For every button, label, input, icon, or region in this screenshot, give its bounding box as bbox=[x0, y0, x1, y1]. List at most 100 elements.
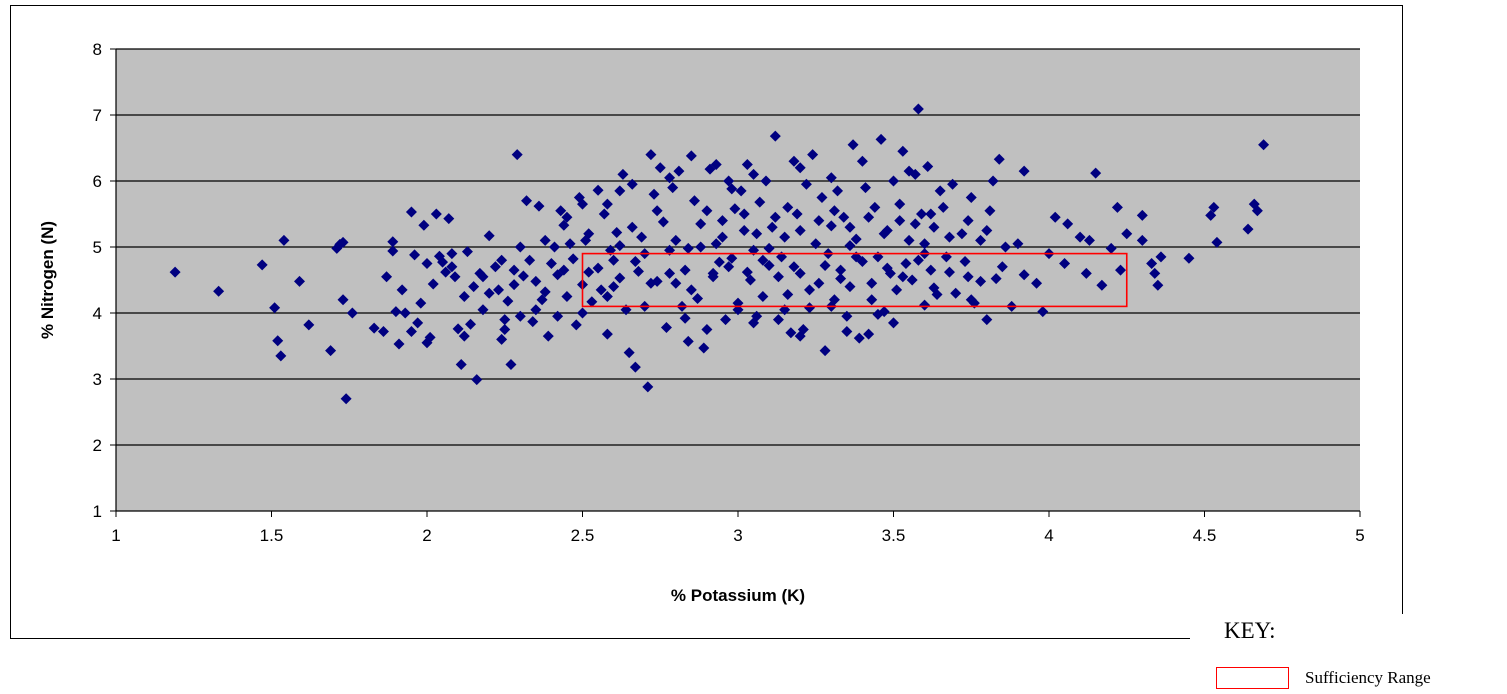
data-point bbox=[667, 182, 679, 194]
data-point bbox=[1121, 228, 1133, 240]
data-point bbox=[835, 264, 847, 276]
data-point bbox=[950, 287, 962, 299]
data-point bbox=[819, 259, 831, 271]
data-point bbox=[601, 328, 613, 340]
data-point bbox=[632, 265, 644, 277]
data-point bbox=[987, 175, 999, 187]
data-point bbox=[975, 275, 987, 287]
chart-area: 1 1.5 2 2.5 3 3.5 4 4.5 5 1 2 3 4 5 6 7 8 % Potassium (K… bbox=[10, 5, 1403, 639]
data-point bbox=[440, 266, 452, 278]
data-point bbox=[393, 338, 405, 350]
key-label: Sufficiency Range bbox=[1305, 668, 1431, 687]
data-point bbox=[748, 317, 760, 329]
data-point bbox=[1211, 236, 1223, 248]
data-point bbox=[710, 159, 722, 170]
data-point bbox=[337, 236, 349, 248]
y-tick-label: 2 bbox=[93, 436, 102, 455]
data-point bbox=[549, 241, 561, 253]
data-point bbox=[303, 319, 315, 331]
data-point bbox=[838, 211, 850, 223]
data-point bbox=[726, 183, 738, 195]
data-point bbox=[567, 253, 579, 265]
data-point bbox=[508, 264, 520, 276]
x-tick-label: 3 bbox=[733, 526, 742, 545]
data-point bbox=[981, 314, 993, 326]
data-point bbox=[570, 319, 582, 331]
data-point bbox=[496, 254, 508, 266]
data-point bbox=[446, 261, 458, 273]
data-point bbox=[458, 330, 470, 342]
data-point bbox=[1155, 251, 1167, 263]
data-point bbox=[825, 172, 837, 184]
data-point bbox=[1111, 201, 1123, 213]
data-point bbox=[766, 221, 778, 233]
data-point bbox=[1083, 234, 1095, 246]
data-point bbox=[405, 206, 417, 218]
data-point bbox=[1152, 279, 1164, 291]
data-point bbox=[645, 149, 657, 161]
data-point bbox=[841, 325, 853, 337]
data-point bbox=[962, 215, 974, 227]
data-point bbox=[975, 234, 987, 246]
x-tick-label: 5 bbox=[1355, 526, 1364, 545]
data-point bbox=[888, 175, 899, 187]
data-point bbox=[430, 208, 442, 220]
data-point bbox=[517, 270, 529, 282]
data-point bbox=[1062, 218, 1074, 230]
data-point bbox=[1115, 264, 1127, 276]
data-point bbox=[673, 165, 685, 177]
key-title: KEY: bbox=[1224, 618, 1276, 643]
data-point bbox=[925, 264, 937, 276]
data-point bbox=[452, 323, 464, 335]
data-point bbox=[1031, 277, 1043, 289]
data-point bbox=[1074, 231, 1086, 243]
data-point bbox=[682, 335, 694, 347]
data-point bbox=[679, 264, 691, 276]
data-point bbox=[415, 297, 427, 309]
data-point bbox=[499, 314, 511, 326]
data-point bbox=[458, 291, 470, 302]
data-point bbox=[1018, 165, 1030, 177]
data-point bbox=[496, 333, 508, 345]
data-point bbox=[368, 322, 380, 334]
data-point bbox=[552, 310, 564, 322]
data-point bbox=[629, 256, 641, 268]
data-point bbox=[377, 325, 389, 337]
data-point bbox=[446, 248, 458, 260]
data-point bbox=[866, 294, 878, 306]
data-point bbox=[726, 252, 738, 264]
data-point bbox=[533, 200, 545, 212]
data-point bbox=[844, 240, 856, 252]
data-point bbox=[738, 208, 750, 220]
data-point bbox=[508, 279, 520, 291]
x-tick-label: 4.5 bbox=[1193, 526, 1217, 545]
data-point bbox=[539, 286, 551, 298]
data-point bbox=[405, 325, 417, 337]
data-point bbox=[493, 284, 505, 296]
data-point bbox=[875, 133, 887, 145]
data-point bbox=[869, 201, 881, 213]
data-point bbox=[561, 291, 573, 302]
data-point bbox=[894, 198, 906, 210]
data-point bbox=[545, 258, 557, 269]
data-point bbox=[791, 208, 803, 220]
data-point bbox=[682, 242, 694, 254]
data-point bbox=[443, 213, 455, 225]
data-point bbox=[387, 236, 399, 248]
data-point bbox=[555, 205, 567, 217]
data-point bbox=[959, 256, 971, 268]
data-point bbox=[894, 215, 906, 227]
x-tick-label: 4 bbox=[1044, 526, 1053, 545]
data-point bbox=[835, 273, 847, 285]
data-point bbox=[483, 230, 495, 242]
data-point bbox=[912, 254, 924, 266]
data-point bbox=[381, 271, 393, 283]
data-point bbox=[1018, 269, 1030, 281]
x-tick-label: 2.5 bbox=[571, 526, 595, 545]
data-point bbox=[853, 332, 865, 344]
data-point bbox=[844, 281, 856, 293]
data-point bbox=[760, 175, 772, 187]
data-point bbox=[928, 221, 940, 233]
data-point bbox=[832, 185, 844, 197]
data-point bbox=[654, 162, 666, 174]
